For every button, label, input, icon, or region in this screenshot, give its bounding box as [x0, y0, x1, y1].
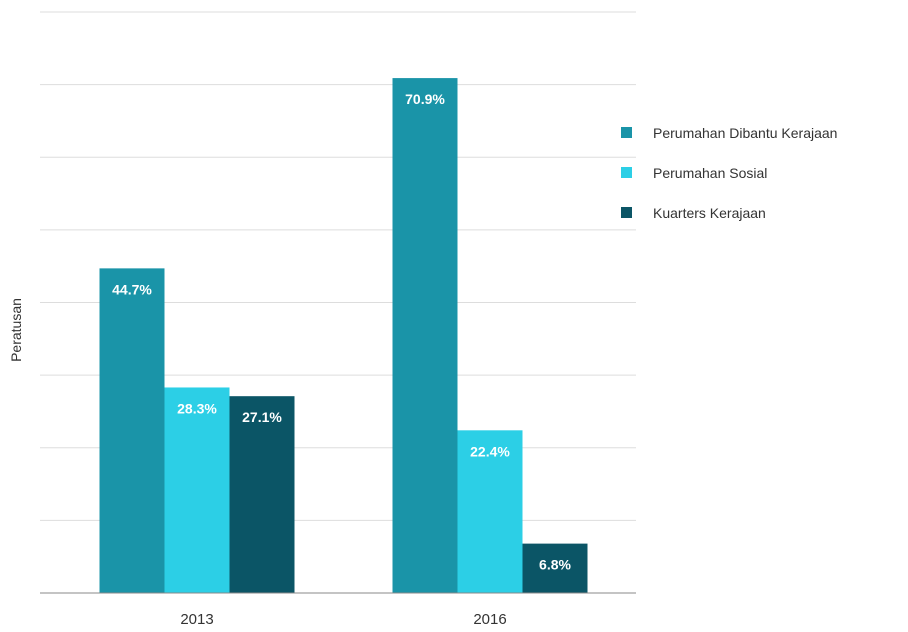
- bar-value-label: 27.1%: [242, 409, 282, 425]
- bar-value-label: 44.7%: [112, 281, 152, 297]
- legend-swatch: [621, 127, 632, 138]
- bars: 44.7% 28.3% 27.1% 70.9% 22.4% 6.8%: [99, 78, 588, 594]
- legend: Perumahan Dibantu Kerajaan Perumahan Sosi…: [621, 125, 837, 221]
- legend-swatch: [621, 167, 632, 178]
- bar: [99, 268, 165, 593]
- legend-label: Perumahan Sosial: [653, 165, 767, 181]
- bar-value-label: 28.3%: [177, 400, 217, 416]
- bar: [457, 430, 523, 593]
- bar-value-label: 22.4%: [470, 443, 510, 459]
- legend-swatch: [621, 207, 632, 218]
- bar: [229, 396, 295, 593]
- x-tick-label: 2016: [473, 611, 506, 628]
- x-tick-label: 2013: [180, 611, 213, 628]
- bar: [522, 543, 588, 593]
- legend-label: Kuarters Kerajaan: [653, 205, 766, 221]
- bar-value-label: 6.8%: [539, 557, 571, 573]
- bar: [392, 78, 458, 594]
- y-axis-title: Peratusan: [8, 298, 24, 362]
- x-axis-ticks: 2013 2016: [180, 611, 506, 628]
- bar-value-label: 70.9%: [405, 91, 445, 107]
- legend-label: Perumahan Dibantu Kerajaan: [653, 125, 837, 141]
- bar: [164, 387, 230, 593]
